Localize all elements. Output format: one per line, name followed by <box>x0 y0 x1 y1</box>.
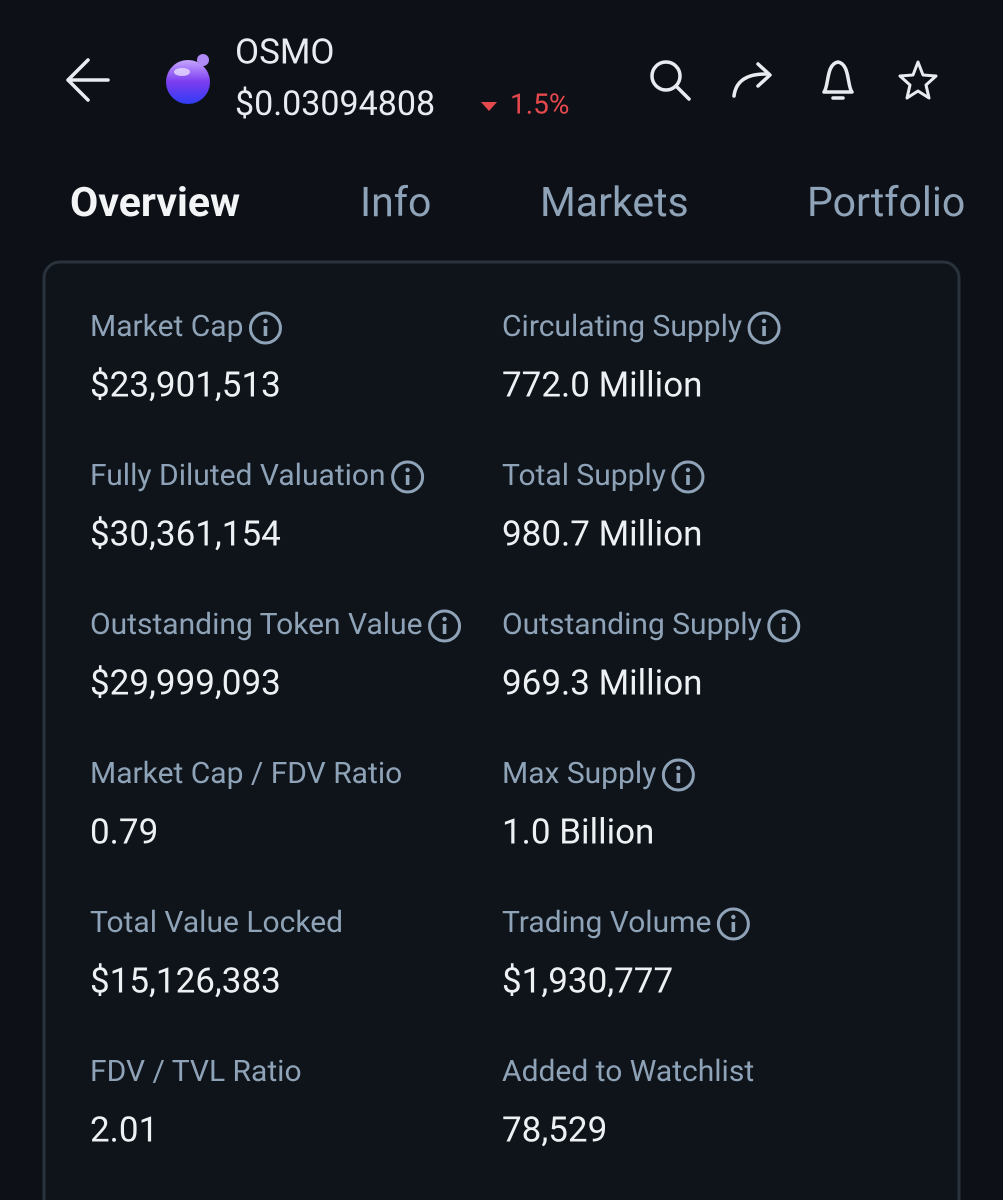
info-dot <box>676 765 681 771</box>
tab[interactable]: Markets <box>540 179 689 227</box>
stat-value: 0.79 <box>90 811 158 852</box>
info-circle <box>428 609 462 643</box>
stat-value: 772.0 Million <box>502 364 702 405</box>
info-circle <box>716 907 750 941</box>
stat-label: Market Cap / FDV Ratio <box>90 756 402 791</box>
info-circle <box>661 758 695 792</box>
down-arrow <box>481 102 497 111</box>
tab[interactable]: Info <box>360 179 431 227</box>
stat-label: Max Supply <box>502 756 656 791</box>
info-circle <box>248 311 282 345</box>
stat-value: $30,361,154 <box>90 513 281 554</box>
info-icon[interactable] <box>716 907 750 941</box>
info-bar <box>731 922 736 932</box>
info-dot <box>781 616 786 622</box>
alert-button[interactable] <box>822 60 854 100</box>
info-bar <box>762 326 766 336</box>
stat-value: 1.0 Billion <box>502 811 654 852</box>
info-bar <box>781 624 786 634</box>
info-bar <box>263 326 268 336</box>
search-button[interactable] <box>650 60 691 101</box>
info-icon[interactable] <box>428 609 462 643</box>
info-dot <box>685 467 691 473</box>
info-icon[interactable] <box>248 311 282 345</box>
stat-value: 980.7 Million <box>502 513 702 554</box>
stat-label: Added to Watchlist <box>502 1054 754 1089</box>
stat-label: Fully Diluted Valuation <box>90 458 386 493</box>
back-button[interactable] <box>66 58 110 102</box>
stat-label: Outstanding Token Value <box>90 607 423 642</box>
stat-value: $1,930,777 <box>502 960 673 1001</box>
stat-label: FDV / TVL Ratio <box>90 1054 302 1089</box>
info-bar <box>405 475 410 485</box>
info-bar <box>676 773 681 783</box>
stats-grid: Market Cap $23,901,513 Circulating Supply 7… <box>90 309 801 1150</box>
tab-bar: Overview Info Markets Portfolio <box>70 179 965 227</box>
stat-value: $29,999,093 <box>90 662 281 703</box>
info-dot <box>761 318 767 324</box>
stat-label: Market Cap <box>90 309 243 344</box>
info-dot <box>405 467 410 473</box>
share-button[interactable] <box>732 62 772 98</box>
info-bar <box>686 475 690 485</box>
price-change: 1.5% <box>510 87 569 120</box>
info-dot <box>442 616 447 622</box>
stat-value: 2.01 <box>90 1109 158 1150</box>
info-dot <box>731 914 736 920</box>
stat-value: $23,901,513 <box>90 364 281 405</box>
info-circle <box>747 311 781 345</box>
info-bar <box>442 624 447 634</box>
stat-value: $15,126,383 <box>90 960 281 1001</box>
info-icon[interactable] <box>671 460 705 494</box>
stat-label: Trading Volume <box>502 905 711 940</box>
info-icon[interactable] <box>767 609 801 643</box>
coin-price: $0.03094808 <box>235 84 435 124</box>
info-icon[interactable] <box>391 460 425 494</box>
stat-value: 78,529 <box>502 1109 607 1150</box>
watchlist-button[interactable] <box>898 60 938 100</box>
info-circle <box>671 460 705 494</box>
tab[interactable]: Portfolio <box>807 179 965 227</box>
stat-label: Outstanding Supply <box>502 607 762 642</box>
info-dot <box>263 318 268 324</box>
info-icon[interactable] <box>747 311 781 345</box>
info-circle <box>391 460 425 494</box>
tab[interactable]: Overview <box>70 179 240 227</box>
coin-logo <box>166 54 210 104</box>
stat-label: Circulating Supply <box>502 309 742 344</box>
stat-value: 969.3 Million <box>502 662 702 703</box>
stat-label: Total Supply <box>502 458 666 493</box>
stats-card <box>42 260 961 1200</box>
coin-symbol: OSMO <box>235 31 335 72</box>
info-circle <box>767 609 801 643</box>
stat-label: Total Value Locked <box>90 905 343 940</box>
info-icon[interactable] <box>661 758 695 792</box>
